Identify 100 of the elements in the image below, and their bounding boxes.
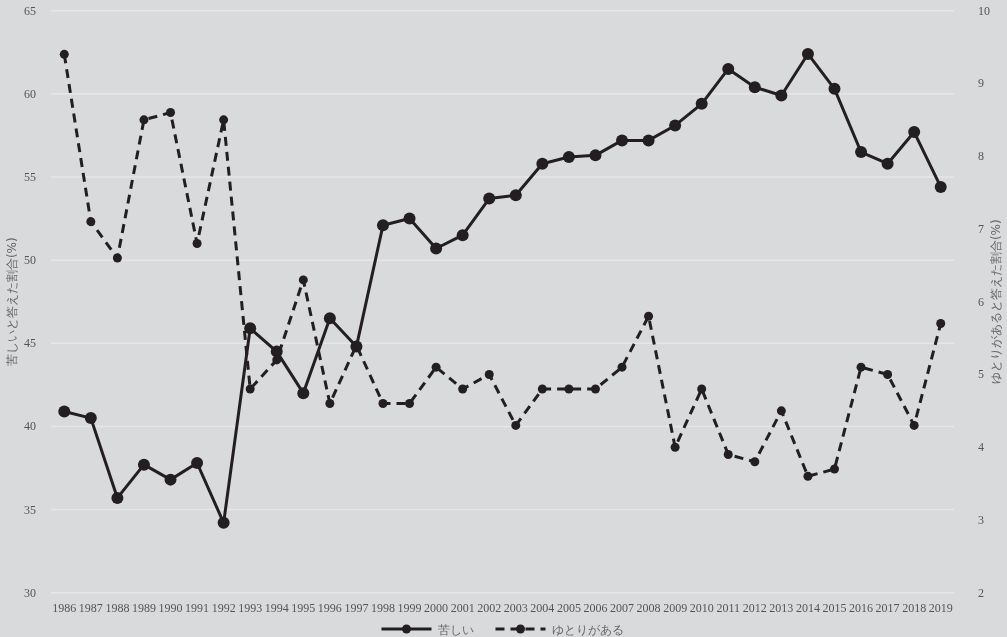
point [483, 192, 496, 205]
x-tick-label: 1987 [78, 601, 103, 615]
x-tick-label: 2003 [503, 601, 528, 615]
y-tick-label: 45 [24, 336, 36, 351]
point [644, 311, 654, 321]
point [244, 322, 257, 335]
point [909, 420, 919, 430]
legend-label: 苦しい [437, 622, 474, 637]
point [245, 384, 255, 394]
y-tick-label: 35 [24, 502, 36, 517]
x-tick-label: 2012 [742, 601, 767, 615]
x-tick-label: 1988 [105, 601, 130, 615]
point [405, 399, 415, 409]
x-tick-label: 1992 [211, 601, 236, 615]
point [297, 387, 310, 400]
y-tick-label: 40 [24, 419, 36, 434]
point [431, 362, 441, 372]
x-tick-label: 2017 [875, 601, 900, 615]
point [86, 217, 96, 227]
legend-label: ゆとりがある [551, 622, 624, 637]
y2-tick-label: 6 [978, 294, 984, 309]
point [537, 384, 547, 394]
point [590, 384, 600, 394]
point [430, 242, 443, 255]
point [139, 115, 149, 125]
x-tick-label: 1998 [370, 601, 395, 615]
point [828, 82, 841, 95]
point [511, 420, 521, 430]
point [881, 157, 894, 170]
y-axis-title: 苦しいと答えた割合(%) [5, 237, 19, 367]
x-tick-label: 2013 [769, 601, 794, 615]
x-tick-label: 1990 [158, 601, 183, 615]
x-tick-label: 1989 [131, 601, 156, 615]
point [536, 157, 549, 170]
point [670, 442, 680, 452]
point [750, 457, 760, 467]
point [562, 151, 575, 164]
x-tick-label: 2016 [849, 601, 874, 615]
y2-tick-label: 10 [978, 3, 990, 18]
point [325, 399, 335, 409]
point [775, 89, 788, 102]
y-tick-label: 30 [24, 585, 36, 600]
y2-tick-label: 4 [978, 440, 984, 455]
y2-tick-label: 3 [978, 512, 984, 527]
point [883, 369, 893, 379]
point [723, 449, 733, 459]
point [722, 62, 735, 75]
point [829, 464, 839, 474]
point [484, 369, 494, 379]
point [58, 405, 71, 418]
x-tick-label: 2001 [450, 601, 475, 615]
point [323, 312, 336, 325]
point [403, 212, 416, 225]
point [803, 471, 813, 481]
x-tick-label: 1986 [52, 601, 77, 615]
point [776, 406, 786, 416]
x-tick-label: 2004 [530, 601, 555, 615]
point [111, 491, 124, 504]
point [616, 134, 629, 147]
x-tick-label: 1995 [291, 601, 316, 615]
point [137, 458, 150, 471]
x-tick-label: 2011 [716, 601, 741, 615]
point [166, 108, 176, 118]
point [59, 49, 69, 59]
x-tick-label: 2000 [424, 601, 449, 615]
point [112, 253, 122, 263]
point [697, 384, 707, 394]
x-tick-label: 2014 [795, 601, 820, 615]
point [748, 81, 761, 94]
x-tick-label: 2010 [689, 601, 714, 615]
x-tick-label: 2015 [822, 601, 847, 615]
x-tick-label: 2018 [902, 601, 927, 615]
point [855, 146, 868, 159]
point [164, 473, 177, 486]
point [642, 134, 655, 147]
point [298, 275, 308, 285]
point [378, 399, 388, 409]
y2-axis-title: ゆとりがあると答えた割合(%) [989, 219, 1003, 385]
x-tick-label: 2006 [583, 601, 608, 615]
y2-tick-label: 5 [978, 367, 984, 382]
x-tick-label: 1993 [238, 601, 263, 615]
x-tick-label: 2007 [610, 601, 635, 615]
y-tick-label: 50 [24, 253, 36, 268]
point [84, 412, 97, 425]
x-tick-label: 1994 [264, 601, 289, 615]
x-tick-label: 2009 [663, 601, 688, 615]
point [191, 457, 204, 469]
point [936, 319, 946, 329]
point [272, 355, 282, 365]
y-tick-label: 55 [24, 169, 36, 184]
y2-tick-label: 7 [978, 221, 984, 236]
x-tick-label: 1999 [397, 601, 422, 615]
point [219, 115, 229, 125]
y2-tick-label: 2 [978, 585, 984, 600]
point [934, 180, 947, 193]
point [908, 126, 921, 139]
point [217, 516, 230, 529]
point [376, 219, 389, 232]
x-tick-label: 2002 [477, 601, 502, 615]
point [617, 362, 627, 372]
